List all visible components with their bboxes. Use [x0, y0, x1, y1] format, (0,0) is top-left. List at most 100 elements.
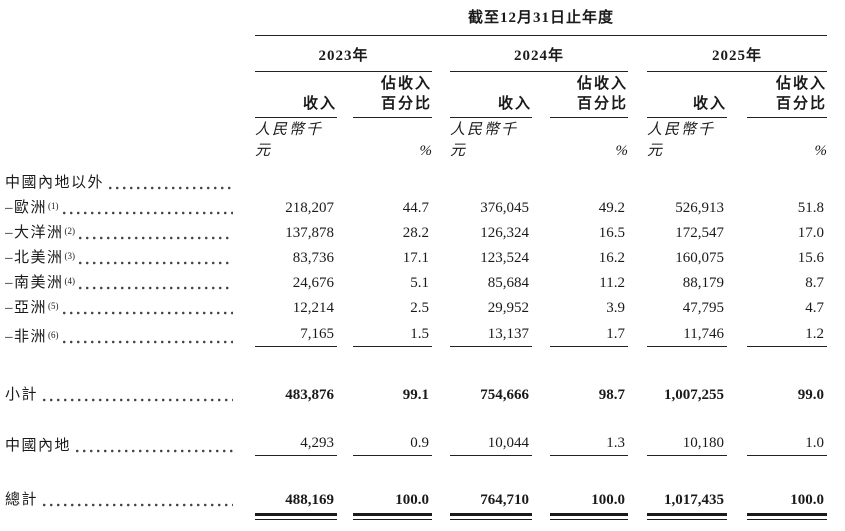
cell-2024-revenue: 764,710	[480, 492, 529, 508]
unit-rmb-thousand: 人民幣千元	[255, 122, 324, 159]
cell-2023-revenue: 4,293	[255, 435, 337, 456]
row-label: –亞洲 (5)	[5, 296, 255, 318]
cell-2025-revenue: 160,075	[675, 250, 724, 266]
col-header-revenue-2024: 收入	[450, 72, 532, 118]
cell-2023-pct: 99.1	[402, 387, 429, 403]
cell-2023-revenue: 83,736	[292, 250, 334, 266]
pct-label-line2: 百分比	[775, 96, 827, 112]
cell-2023-pct: 2.5	[410, 300, 429, 316]
cell-2024-pct: 1.7	[550, 326, 628, 347]
cell-2025-revenue: 88,179	[682, 275, 724, 291]
cell-2024-revenue: 10,044	[450, 435, 532, 456]
year-header-2025: 2025年	[647, 36, 827, 72]
cell-2024-pct: 16.2	[598, 250, 625, 266]
cell-2025-pct: 8.7	[805, 275, 824, 291]
column-header-row: 收入 佔收入 百分比 收入 佔收入 百分比 收入 佔收入 百分比	[5, 72, 827, 118]
pct-label-line1: 佔收入	[576, 76, 628, 92]
cell-2025-revenue: 11,746	[647, 326, 727, 347]
cell-2024-revenue: 126,324	[480, 225, 529, 241]
cell-2024-pct: 1.3	[550, 435, 628, 456]
dot-leader	[79, 261, 233, 265]
table-header-title-row: 截至12月31日止年度	[5, 8, 827, 36]
cell-2025-revenue: 172,547	[675, 225, 724, 241]
cell-2024-pct: 49.2	[598, 200, 625, 216]
footnote-ref: (2)	[64, 226, 76, 236]
footnote-ref: (6)	[48, 330, 59, 340]
row-outside-mainland-china: 中國內地以外	[5, 168, 827, 193]
cell-2023-revenue: 12,214	[292, 300, 334, 316]
row-label: –歐洲 (1)	[5, 196, 255, 218]
cell-2023-revenue: 24,676	[292, 275, 334, 291]
cell-2024-pct: 3.9	[606, 300, 625, 316]
row-label: –北美洲 (3)	[5, 246, 255, 268]
cell-2025-pct: 51.8	[797, 200, 824, 216]
cell-2023-revenue: 218,207	[285, 200, 334, 216]
row-mainland-china: 中國內地 4,293 0.9 10,044 1.3 10,180 1.0	[5, 429, 827, 456]
cell-2024-revenue: 13,137	[450, 326, 532, 347]
cell-2025-revenue: 1,007,255	[664, 387, 724, 403]
cell-2023-pct: 28.2	[402, 225, 429, 241]
row-label: –南美洲 (4)	[5, 271, 255, 293]
cell-2023-pct: 0.9	[353, 435, 432, 456]
dot-leader	[79, 286, 233, 290]
pct-label-line1: 佔收入	[775, 76, 827, 92]
row-europe: –歐洲 (1) 218,207 44.7 376,045 49.2 526,913…	[5, 193, 827, 218]
dot-leader	[62, 311, 233, 315]
cell-2024-pct: 11.2	[599, 275, 625, 291]
cell-2023-revenue: 483,876	[285, 387, 334, 403]
cell-2024-revenue: 376,045	[480, 200, 529, 216]
double-rule	[647, 513, 727, 520]
row-total: 總計 488,169 100.0 764,710 100.0 1,017,435…	[5, 484, 827, 510]
row-label: –非洲 (6)	[5, 325, 255, 347]
double-rule	[747, 513, 827, 520]
col-header-pct-2025: 佔收入 百分比	[747, 72, 827, 118]
cell-2023-revenue: 137,878	[285, 225, 334, 241]
units-row: 人民幣千元 % 人民幣千元 % 人民幣千元 %	[5, 118, 827, 159]
cell-2023-pct: 44.7	[402, 200, 429, 216]
cell-2023-pct: 17.1	[402, 250, 429, 266]
dot-leader	[43, 503, 233, 507]
dot-leader	[109, 186, 233, 190]
revenue-label: 收入	[692, 96, 727, 112]
year-header-row: 2023年 2024年 2025年	[5, 36, 827, 72]
row-label: –大洋洲 (2)	[5, 221, 255, 243]
cell-2023-pct: 5.1	[410, 275, 429, 291]
table-title: 截至12月31日止年度	[255, 8, 827, 36]
row-south-america: –南美洲 (4) 24,676 5.1 85,684 11.2 88,179 8.…	[5, 268, 827, 293]
cell-2024-revenue: 29,952	[487, 300, 529, 316]
cell-2025-revenue: 10,180	[647, 435, 727, 456]
cell-2025-revenue: 47,795	[682, 300, 724, 316]
double-rule	[353, 513, 432, 520]
cell-2025-revenue: 526,913	[675, 200, 724, 216]
dot-leader	[62, 340, 233, 344]
dot-leader	[79, 236, 233, 240]
year-header-2023: 2023年	[255, 36, 432, 72]
revenue-label: 收入	[497, 96, 532, 112]
double-rule	[450, 513, 532, 520]
footnote-ref: (3)	[64, 251, 76, 261]
cell-2025-pct: 1.0	[747, 435, 827, 456]
col-header-revenue-2023: 收入	[255, 72, 337, 118]
row-label: 小計	[5, 383, 255, 405]
cell-2025-pct: 99.0	[797, 387, 824, 403]
cell-2023-pct: 100.0	[395, 492, 429, 508]
unit-percent: %	[419, 143, 433, 159]
dot-leader	[43, 398, 233, 402]
footnote-ref: (1)	[48, 201, 59, 211]
row-label: 中國內地	[5, 434, 255, 456]
cell-2025-pct: 4.7	[805, 300, 824, 316]
cell-2025-pct: 100.0	[790, 492, 824, 508]
footnote-ref: (5)	[48, 301, 59, 311]
unit-percent: %	[615, 143, 629, 159]
unit-percent: %	[814, 143, 828, 159]
col-header-revenue-2025: 收入	[647, 72, 727, 118]
year-header-2024: 2024年	[450, 36, 628, 72]
cell-2024-pct: 100.0	[591, 492, 625, 508]
double-rule	[255, 513, 337, 520]
dot-leader	[76, 449, 233, 453]
row-oceania: –大洋洲 (2) 137,878 28.2 126,324 16.5 172,54…	[5, 218, 827, 243]
pct-label-line2: 百分比	[576, 96, 628, 112]
row-africa: –非洲 (6) 7,165 1.5 13,137 1.7 11,746 1.2	[5, 318, 827, 347]
cell-2025-revenue: 1,017,435	[664, 492, 724, 508]
